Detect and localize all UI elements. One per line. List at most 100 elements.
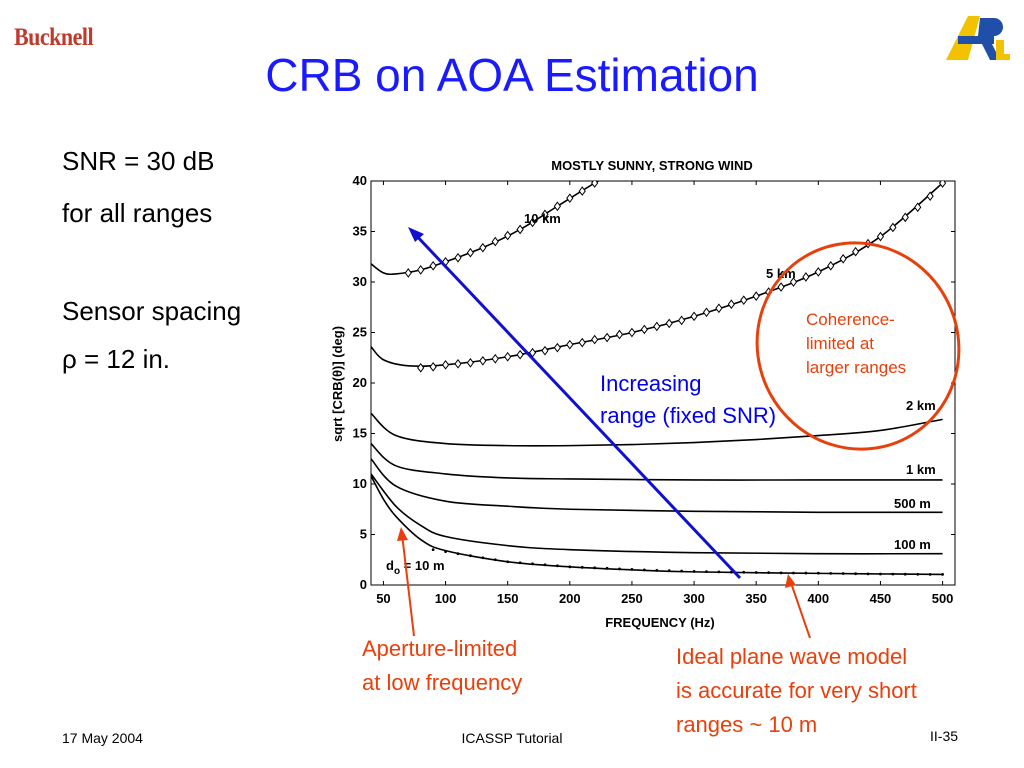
footer-page-number: II-35	[930, 728, 959, 744]
coherence-ellipse	[755, 241, 961, 451]
x-tick-label: 250	[621, 591, 643, 606]
diamond-marker	[876, 231, 885, 242]
dot-marker	[618, 567, 621, 571]
snr-text-line2: for all ranges	[62, 198, 213, 228]
increasing-range-note: Increasing range (fixed SNR)	[600, 368, 776, 432]
diamond-marker	[851, 246, 860, 257]
diamond-marker	[479, 242, 487, 253]
ideal-line1: Ideal plane wave model	[676, 644, 908, 669]
chart-axes: 50 100 150 200 250 300 350 400 450 500 0 5 10 15 20 25 3…	[353, 173, 956, 606]
diamond-marker	[466, 247, 475, 258]
y-tick-label: 15	[353, 426, 367, 441]
dot-marker	[444, 550, 447, 554]
diamond-marker	[454, 252, 462, 263]
y-tick-label: 25	[353, 325, 367, 340]
diamond-marker	[640, 324, 648, 335]
diamond-marker	[789, 277, 798, 287]
diamond-marker	[678, 315, 686, 326]
aperture-line1: Aperture-limited	[362, 636, 518, 661]
ideal-line3: ranges ~ 10 m	[676, 712, 818, 737]
chart-series	[371, 172, 947, 576]
series-label-10m: do = 10 m	[386, 558, 445, 577]
dot-marker	[543, 563, 547, 567]
coherence-line1: Coherence-	[806, 310, 895, 329]
series-label: 100 m	[894, 537, 931, 552]
coherence-note: Coherence- limited at larger ranges	[806, 308, 906, 380]
y-tick-label: 5	[360, 527, 367, 542]
aperture-arrowhead	[397, 527, 408, 541]
dot-marker	[754, 571, 758, 574]
diamond-marker	[566, 193, 574, 204]
dot-marker	[593, 566, 597, 570]
diamond-marker	[516, 224, 524, 235]
coherence-line3: larger ranges	[806, 358, 907, 377]
aperture-arrow	[401, 533, 415, 637]
diamond-marker	[715, 303, 723, 314]
dot-marker	[605, 566, 609, 570]
diamond-marker	[702, 307, 711, 318]
series-line-2-km	[371, 412, 943, 447]
diamond-marker	[603, 332, 611, 343]
footer-date: 17 May 2004	[62, 730, 143, 746]
dot-marker	[431, 548, 435, 552]
diamond-marker	[479, 355, 487, 366]
arl-logo	[946, 16, 1010, 60]
y-tick-label: 35	[353, 224, 367, 239]
aperture-note: Aperture-limited at low frequency	[362, 632, 522, 700]
dot-marker	[792, 571, 795, 575]
y-tick-label: 0	[360, 577, 367, 592]
annotation-overlay	[397, 227, 961, 639]
diamond-marker	[429, 362, 437, 372]
diamond-marker	[541, 209, 549, 220]
dot-marker	[916, 572, 920, 576]
diamond-marker	[417, 265, 425, 275]
dot-marker	[469, 554, 472, 558]
spacing-text-line2: ρ = 12 in.	[62, 344, 171, 374]
dot-marker	[655, 568, 659, 572]
slide-title: CRB on AOA Estimation	[265, 49, 759, 101]
diamond-marker	[578, 186, 586, 196]
diamond-marker	[491, 353, 499, 364]
spacing-text-line1: Sensor spacing	[62, 296, 242, 326]
series-label: 10 km	[524, 211, 561, 226]
diamond-marker	[441, 359, 450, 370]
diamond-marker	[491, 236, 499, 247]
x-tick-label: 50	[376, 591, 390, 606]
series-line-500-m	[371, 458, 943, 514]
diamond-marker	[901, 212, 909, 223]
dot-marker	[779, 571, 783, 575]
diamond-marker	[528, 217, 537, 228]
diamond-marker	[914, 202, 922, 213]
increasing-range-arrowhead	[408, 227, 424, 242]
dot-marker	[630, 567, 634, 571]
snr-text-line1: SNR = 30 dB	[62, 146, 215, 176]
diamond-marker	[604, 172, 610, 180]
diamond-marker	[653, 321, 661, 332]
chart-title: MOSTLY SUNNY, STRONG WIND	[551, 158, 753, 173]
series-line-d-o-10-m	[371, 475, 943, 576]
diamond-marker	[454, 358, 462, 369]
dot-marker	[518, 561, 522, 565]
x-tick-label: 350	[745, 591, 767, 606]
dot-marker	[941, 572, 944, 576]
x-tick-label: 300	[683, 591, 705, 606]
diamond-marker	[504, 230, 512, 241]
diamond-marker	[827, 261, 835, 271]
x-axis-label: FREQUENCY (Hz)	[605, 615, 715, 630]
diamond-marker	[591, 334, 599, 345]
diamond-marker	[504, 351, 512, 362]
diamond-marker	[578, 337, 586, 348]
diamond-marker	[777, 282, 785, 292]
y-tick-label: 30	[353, 274, 367, 289]
diamond-marker	[802, 272, 810, 282]
y-tick-label: 40	[353, 173, 367, 188]
dot-marker	[816, 571, 820, 575]
diamond-marker	[429, 261, 437, 271]
series-line-100-m	[371, 473, 943, 555]
dot-marker	[742, 570, 746, 574]
diamond-marker	[541, 345, 549, 356]
dot-marker	[767, 571, 771, 575]
y-tick-label: 20	[353, 375, 367, 390]
dot-marker	[555, 564, 559, 568]
